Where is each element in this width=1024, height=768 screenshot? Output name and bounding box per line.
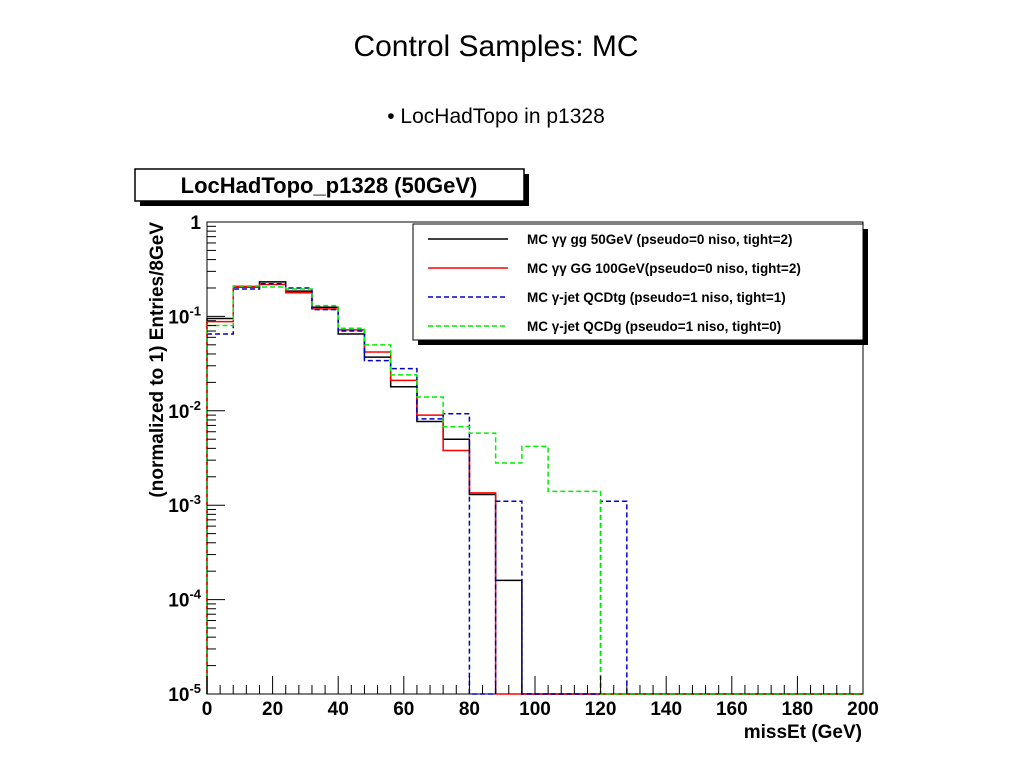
x-tick-label: 80	[459, 699, 480, 720]
x-tick-label: 100	[519, 699, 551, 720]
x-tick-label: 60	[393, 699, 414, 720]
y-tick-label: 10-5	[168, 681, 201, 706]
y-tick-label: 10-3	[168, 492, 201, 517]
legend-label-1: MC γγ gg 50GeV (pseudo=0 niso, tight=2)	[527, 232, 793, 247]
x-tick-label: 140	[650, 699, 682, 720]
y-tick-label: 1	[190, 213, 201, 234]
legend-label-2: MC γγ GG 100GeV(pseudo=0 niso, tight=2)	[527, 261, 801, 276]
legend: MC γγ gg 50GeV (pseudo=0 niso, tight=2) M…	[412, 223, 868, 345]
legend-label-4: MC γ-jet QCDg (pseudo=1 niso, tight=0)	[527, 319, 781, 334]
axes-group: 0 20 40 60 80 100 120 140 160 180 200 1 10-1 10-2 10-3…	[168, 213, 879, 720]
slide-bullet: • LocHadTopo in p1328	[387, 105, 605, 128]
chart-title: LocHadTopo_p1328 (50GeV)	[181, 173, 478, 198]
series-4-histogram	[206, 285, 863, 695]
legend-box	[412, 223, 864, 341]
legend-entries: MC γγ gg 50GeV (pseudo=0 niso, tight=2) M…	[428, 232, 801, 334]
legend-label-3: MC γ-jet QCDtg (pseudo=1 niso, tight=1)	[527, 290, 786, 305]
slide-title: Control Samples: MC	[353, 30, 639, 63]
y-axis-label: (normalized to 1) Entries/8GeV	[147, 222, 168, 498]
x-tick-label: 0	[202, 699, 213, 720]
x-tick-label: 20	[262, 699, 283, 720]
x-tick-label: 120	[585, 699, 617, 720]
y-tick-label: 10-2	[168, 398, 201, 423]
y-tick-label: 10-4	[168, 587, 201, 612]
x-tick-label: 180	[782, 699, 814, 720]
histogram-series-group	[206, 281, 863, 695]
x-axis-label: missEt (GeV)	[744, 722, 862, 743]
chart-title-box	[134, 168, 525, 202]
x-tick-label: 200	[847, 699, 879, 720]
y-tick-label: 10-1	[168, 303, 201, 328]
x-tick-label: 160	[716, 699, 748, 720]
x-tick-label: 40	[328, 699, 349, 720]
